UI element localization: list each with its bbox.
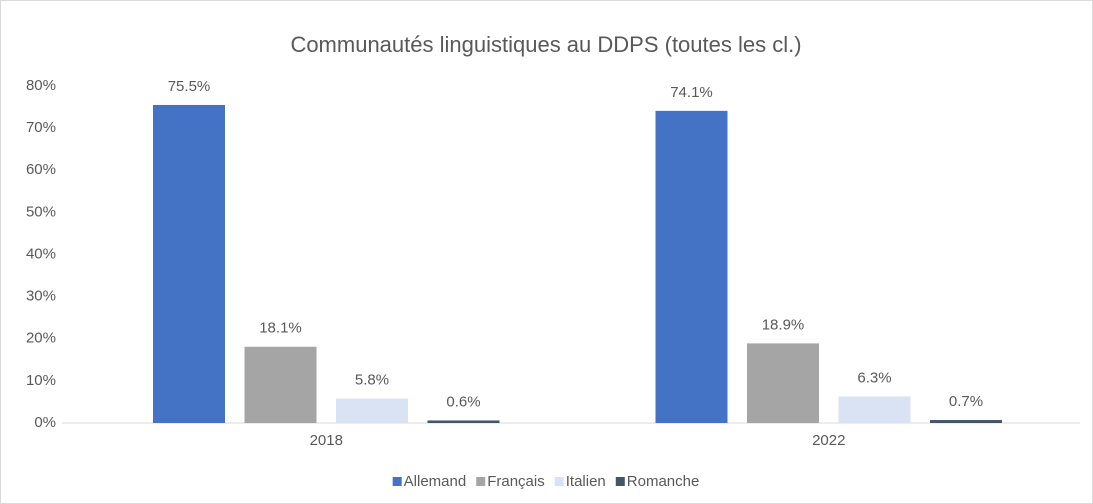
y-tick-label: 40% bbox=[26, 245, 56, 262]
y-tick-label: 30% bbox=[26, 288, 56, 305]
y-tick-label: 20% bbox=[26, 330, 56, 347]
bar bbox=[930, 420, 1002, 423]
bar bbox=[655, 110, 728, 423]
value-label: 75.5% bbox=[168, 78, 211, 95]
value-label: 0.6% bbox=[446, 393, 480, 410]
value-label: 5.8% bbox=[355, 372, 389, 389]
bar bbox=[838, 396, 911, 423]
legend-label: Allemand bbox=[404, 473, 467, 490]
legend-label: Romanche bbox=[627, 473, 700, 490]
legend-label: Français bbox=[487, 473, 545, 490]
bar bbox=[244, 346, 317, 423]
legend-swatch bbox=[615, 477, 625, 486]
bar bbox=[747, 343, 819, 423]
value-label: 74.1% bbox=[670, 84, 713, 101]
value-label: 18.1% bbox=[259, 320, 302, 337]
bar bbox=[336, 398, 408, 423]
x-tick-label: 2018 bbox=[310, 432, 343, 449]
y-tick-label: 80% bbox=[26, 77, 56, 94]
y-tick-label: 70% bbox=[26, 119, 56, 136]
legend-swatch bbox=[392, 477, 402, 486]
y-tick-label: 60% bbox=[26, 161, 56, 178]
y-tick-label: 0% bbox=[34, 414, 56, 431]
value-label: 6.3% bbox=[857, 369, 891, 386]
bar bbox=[427, 420, 500, 423]
value-label: 18.9% bbox=[762, 316, 805, 333]
y-tick-label: 10% bbox=[26, 372, 56, 389]
legend-swatch bbox=[554, 477, 564, 486]
bar bbox=[153, 104, 225, 424]
chart-title: Communautés linguistiques au DDPS (toute… bbox=[290, 32, 801, 57]
legend-swatch bbox=[476, 477, 486, 486]
value-label: 0.7% bbox=[949, 393, 983, 410]
x-tick-label: 2022 bbox=[812, 432, 845, 449]
y-tick-label: 50% bbox=[26, 203, 56, 220]
legend-label: Italien bbox=[566, 473, 606, 490]
